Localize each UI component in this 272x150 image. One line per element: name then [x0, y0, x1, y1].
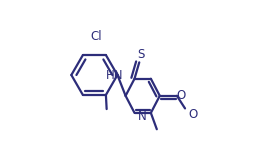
Text: HN: HN — [106, 69, 123, 81]
Text: Cl: Cl — [91, 30, 103, 43]
Text: S: S — [138, 48, 145, 61]
Text: O: O — [189, 108, 198, 121]
Text: O: O — [176, 89, 185, 102]
Text: N: N — [138, 110, 147, 123]
